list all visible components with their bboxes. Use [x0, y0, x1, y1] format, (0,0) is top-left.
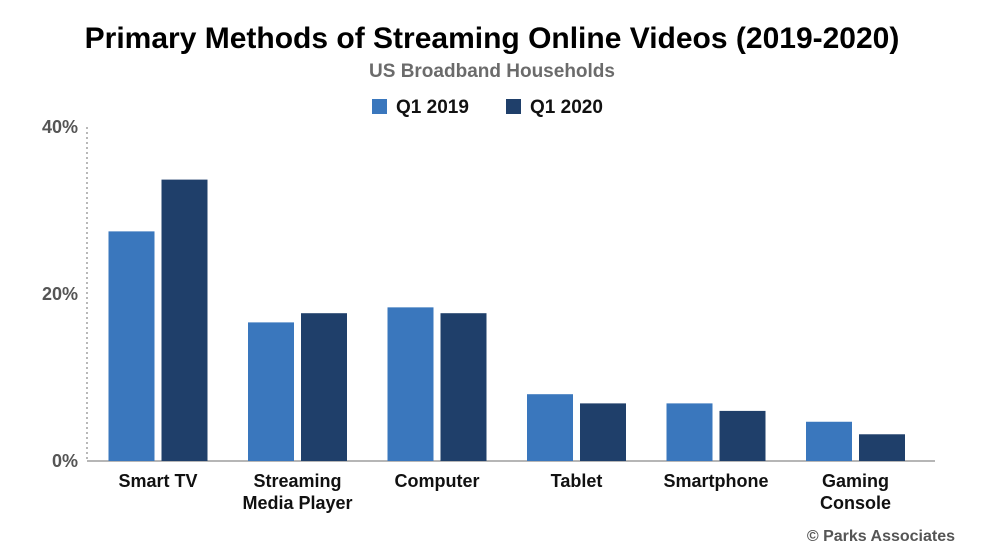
chart-title: Primary Methods of Streaming Online Vide…: [85, 22, 900, 55]
bars: [108, 179, 905, 462]
legend-swatch: [506, 99, 521, 114]
bar-q1-2019: [108, 231, 155, 461]
bar-q1-2019: [527, 394, 573, 461]
chart-subtitle: US Broadband Households: [369, 61, 615, 82]
bar-q1-2019: [666, 403, 713, 461]
axes: 0% 20% 40%: [42, 117, 935, 471]
bar-q1-2020: [580, 403, 626, 461]
bar-q1-2020: [161, 179, 208, 462]
bar-q1-2020: [440, 313, 487, 461]
category-label: Media Player: [242, 493, 352, 513]
category-label: Smart TV: [118, 471, 197, 491]
bar-q1-2020: [301, 313, 347, 461]
category-label: Streaming: [253, 471, 341, 491]
category-label: Smartphone: [663, 471, 768, 491]
bar-q1-2020: [719, 410, 766, 461]
legend-swatch: [372, 99, 387, 114]
category-label: Tablet: [551, 471, 603, 491]
category-label: Computer: [395, 471, 480, 491]
bar-q1-2019: [806, 421, 852, 461]
bar-q1-2020: [859, 434, 905, 461]
bar-q1-2019: [248, 322, 294, 461]
bar-q1-2019: [387, 307, 434, 461]
legend-label: Q1 2020: [530, 97, 603, 118]
category-label: Console: [820, 493, 891, 513]
source-credit: © Parks Associates: [807, 528, 955, 545]
y-tick-label: 0%: [52, 451, 78, 471]
category-label: Gaming: [822, 471, 889, 491]
legend-label: Q1 2019: [396, 97, 469, 118]
y-tick-label: 40%: [42, 117, 78, 137]
legend: Q1 2019 Q1 2020: [372, 97, 603, 118]
y-tick-label: 20%: [42, 284, 78, 304]
